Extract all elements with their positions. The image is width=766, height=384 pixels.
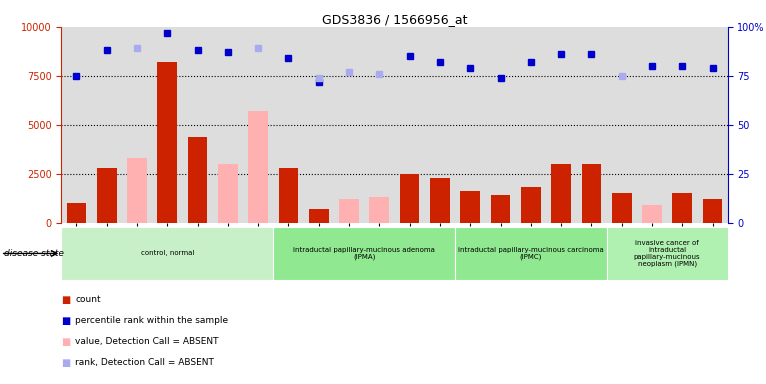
- Text: intraductal papillary-mucinous adenoma
(IPMA): intraductal papillary-mucinous adenoma (…: [293, 247, 435, 260]
- Bar: [642, 205, 662, 223]
- Bar: [612, 194, 631, 223]
- Bar: [460, 191, 480, 223]
- Bar: [521, 187, 541, 223]
- Text: control, normal: control, normal: [141, 250, 194, 257]
- Text: count: count: [75, 295, 100, 304]
- Text: percentile rank within the sample: percentile rank within the sample: [75, 316, 228, 325]
- Bar: [339, 199, 359, 223]
- Text: ■: ■: [61, 295, 70, 305]
- Bar: [491, 195, 510, 223]
- Bar: [581, 164, 601, 223]
- Bar: [455, 227, 607, 280]
- Bar: [188, 137, 208, 223]
- Text: ■: ■: [61, 358, 70, 368]
- Text: intraductal papillary-mucinous carcinoma
(IPMC): intraductal papillary-mucinous carcinoma…: [458, 247, 604, 260]
- Bar: [97, 168, 116, 223]
- Title: GDS3836 / 1566956_at: GDS3836 / 1566956_at: [322, 13, 467, 26]
- Bar: [552, 164, 571, 223]
- Bar: [248, 111, 268, 223]
- Text: ■: ■: [61, 337, 70, 347]
- Bar: [273, 227, 455, 280]
- Text: value, Detection Call = ABSENT: value, Detection Call = ABSENT: [75, 337, 218, 346]
- Bar: [702, 199, 722, 223]
- Bar: [218, 164, 237, 223]
- Text: invasive cancer of
intraductal
papillary-mucinous
neoplasm (IPMN): invasive cancer of intraductal papillary…: [633, 240, 700, 267]
- Text: disease state: disease state: [4, 249, 64, 258]
- Bar: [607, 227, 728, 280]
- Bar: [369, 197, 389, 223]
- Text: ■: ■: [61, 316, 70, 326]
- Bar: [67, 203, 87, 223]
- Bar: [158, 62, 177, 223]
- Bar: [279, 168, 298, 223]
- Bar: [400, 174, 420, 223]
- Bar: [309, 209, 329, 223]
- Bar: [673, 194, 692, 223]
- Bar: [61, 227, 273, 280]
- Bar: [127, 158, 147, 223]
- Bar: [430, 178, 450, 223]
- Text: rank, Detection Call = ABSENT: rank, Detection Call = ABSENT: [75, 358, 214, 367]
